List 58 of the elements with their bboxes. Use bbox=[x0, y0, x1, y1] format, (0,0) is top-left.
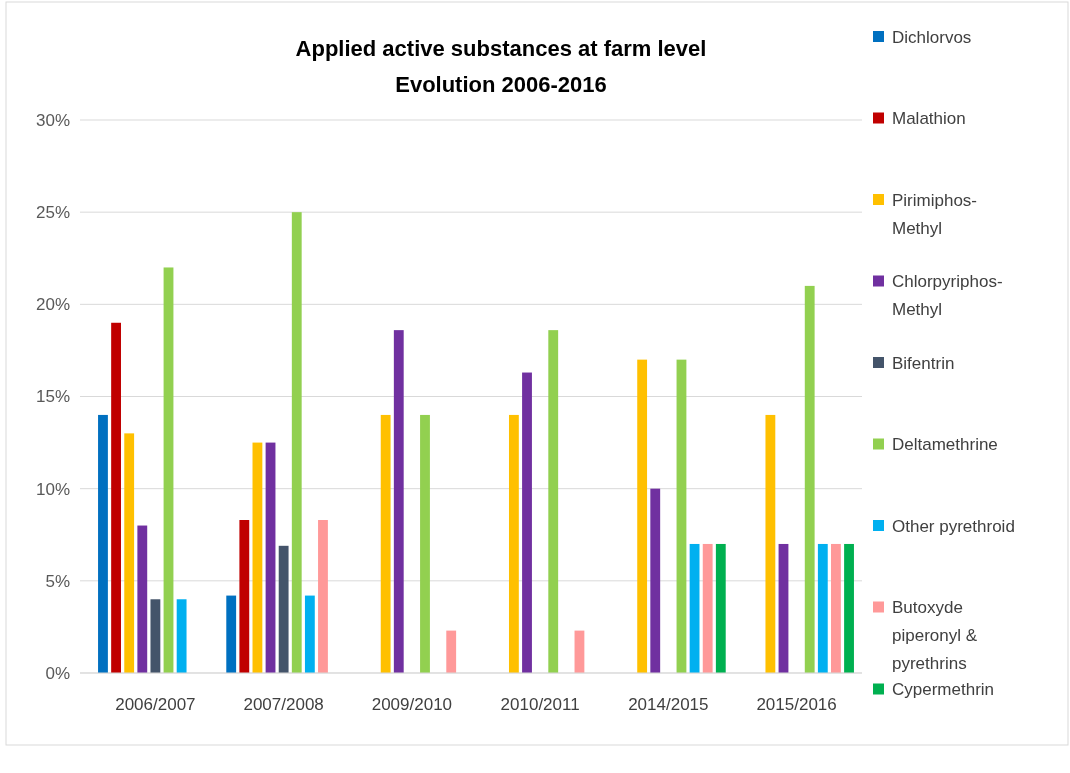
bar bbox=[844, 543, 854, 673]
bar bbox=[98, 414, 108, 673]
y-tick-label: 0% bbox=[45, 663, 70, 683]
legend-label: Dichlorvos bbox=[892, 27, 972, 47]
bar bbox=[150, 599, 161, 673]
legend-label: Bifentrin bbox=[892, 353, 955, 373]
bar bbox=[163, 267, 174, 673]
legend-label: Chlorpyriphos-Methyl bbox=[892, 272, 1003, 320]
bar bbox=[804, 285, 815, 673]
y-tick-label: 5% bbox=[45, 571, 70, 591]
bar bbox=[318, 520, 328, 673]
bar bbox=[650, 488, 661, 673]
bar bbox=[291, 212, 302, 673]
chart-subtitle: Evolution 2006-2016 bbox=[395, 72, 607, 97]
bar bbox=[778, 543, 789, 673]
x-tick-label: 2006/2007 bbox=[115, 695, 196, 714]
bar bbox=[817, 543, 828, 673]
bar bbox=[689, 543, 700, 673]
legend-label: Malathion bbox=[892, 109, 966, 129]
chart-title: Applied active substances at farm level bbox=[295, 36, 707, 61]
y-tick-label: 20% bbox=[35, 295, 70, 315]
x-tick-label: 2010/2011 bbox=[500, 695, 580, 714]
bar bbox=[176, 599, 187, 673]
bar bbox=[278, 545, 289, 673]
bar bbox=[765, 414, 776, 673]
bar bbox=[715, 543, 726, 673]
y-tick-label: 30% bbox=[35, 110, 70, 130]
bar bbox=[304, 595, 315, 673]
legend-label: Pirimiphos-Methyl bbox=[892, 190, 978, 238]
x-tick-label: 2009/2010 bbox=[371, 695, 453, 714]
bar bbox=[252, 442, 263, 673]
bar bbox=[393, 330, 404, 673]
y-tick-label: 10% bbox=[35, 479, 70, 499]
bar bbox=[137, 525, 148, 673]
y-tick-label: 25% bbox=[35, 203, 70, 223]
legend-label: Butoxyde piperonyl & pyrethrins bbox=[892, 598, 978, 674]
bar bbox=[508, 414, 519, 673]
legend-label: Deltamethrine bbox=[892, 435, 998, 455]
x-tick-label: 2007/2008 bbox=[243, 695, 324, 714]
bar bbox=[446, 630, 457, 673]
bar bbox=[420, 414, 430, 673]
bar bbox=[702, 543, 713, 673]
bar bbox=[239, 520, 250, 673]
bar bbox=[831, 543, 841, 673]
y-tick-label: 15% bbox=[35, 387, 70, 407]
bar bbox=[522, 372, 532, 673]
bar bbox=[226, 595, 237, 673]
bar bbox=[124, 433, 135, 673]
bar bbox=[676, 359, 687, 673]
legend-label: Other pyrethroid bbox=[892, 516, 1015, 536]
bar bbox=[111, 322, 121, 673]
x-tick-label: 2014/2015 bbox=[628, 695, 709, 714]
x-tick-label: 2015/2016 bbox=[756, 695, 837, 714]
bar bbox=[265, 442, 276, 673]
legend-label: Cypermethrin bbox=[892, 680, 995, 700]
bar bbox=[380, 414, 391, 673]
bar bbox=[548, 330, 559, 673]
bar bbox=[637, 359, 648, 673]
